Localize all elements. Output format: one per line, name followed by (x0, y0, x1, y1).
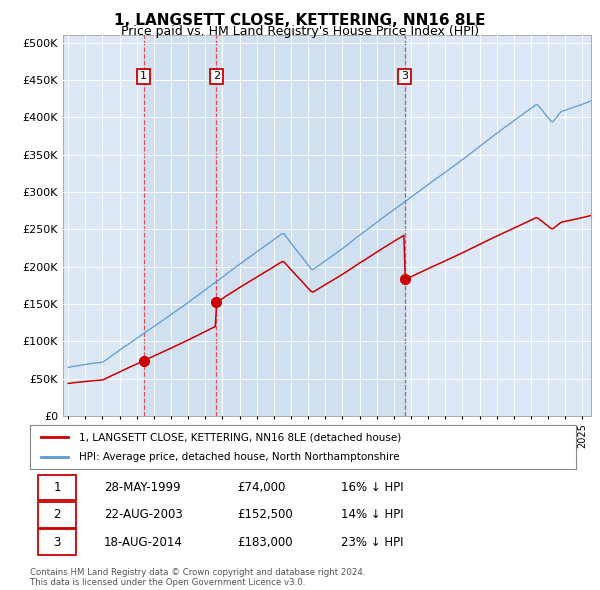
Text: 2: 2 (53, 508, 61, 522)
Text: 28-MAY-1999: 28-MAY-1999 (104, 481, 181, 494)
Bar (144, 35, 216, 416)
Text: 1: 1 (140, 71, 147, 81)
Text: 14% ↓ HPI: 14% ↓ HPI (341, 508, 404, 522)
Text: 2: 2 (212, 71, 220, 81)
Text: Contains HM Land Registry data © Crown copyright and database right 2024.
This d: Contains HM Land Registry data © Crown c… (30, 568, 365, 587)
Text: £74,000: £74,000 (238, 481, 286, 494)
Text: 3: 3 (53, 536, 61, 549)
Bar (216, 35, 404, 416)
Text: 1, LANGSETT CLOSE, KETTERING, NN16 8LE: 1, LANGSETT CLOSE, KETTERING, NN16 8LE (114, 13, 486, 28)
Text: £183,000: £183,000 (238, 536, 293, 549)
Text: 3: 3 (401, 71, 408, 81)
FancyBboxPatch shape (38, 502, 76, 527)
Text: 1, LANGSETT CLOSE, KETTERING, NN16 8LE (detached house): 1, LANGSETT CLOSE, KETTERING, NN16 8LE (… (79, 432, 401, 442)
Text: 18-AUG-2014: 18-AUG-2014 (104, 536, 182, 549)
Text: 23% ↓ HPI: 23% ↓ HPI (341, 536, 404, 549)
Text: HPI: Average price, detached house, North Northamptonshire: HPI: Average price, detached house, Nort… (79, 452, 400, 461)
FancyBboxPatch shape (38, 474, 76, 500)
FancyBboxPatch shape (38, 529, 76, 555)
Text: 16% ↓ HPI: 16% ↓ HPI (341, 481, 404, 494)
Text: 1: 1 (53, 481, 61, 494)
Text: 22-AUG-2003: 22-AUG-2003 (104, 508, 182, 522)
Text: Price paid vs. HM Land Registry's House Price Index (HPI): Price paid vs. HM Land Registry's House … (121, 25, 479, 38)
Text: £152,500: £152,500 (238, 508, 293, 522)
